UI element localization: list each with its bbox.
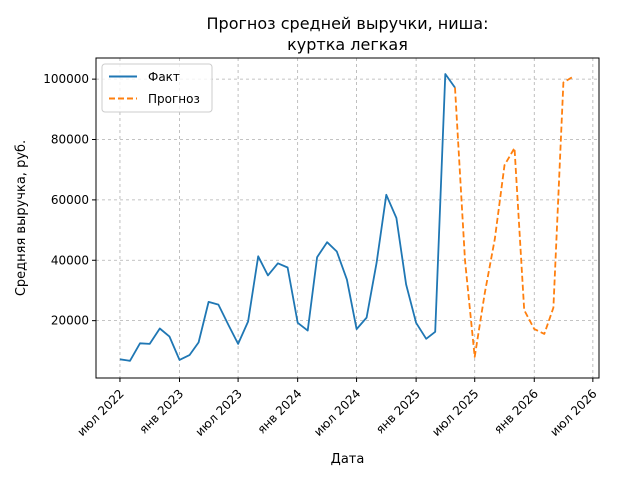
y-tick-label: 80000 [51, 133, 89, 147]
plot-frame [95, 57, 600, 379]
y-tick-label: 20000 [51, 314, 89, 328]
y-tick-label: 40000 [51, 253, 89, 267]
y-axis-label: Средняя выручка, руб. [14, 140, 29, 296]
chart-title-line-1: Прогноз средней выручки, ниша: [207, 14, 489, 33]
y-tick-label: 100000 [43, 72, 89, 86]
x-axis-label: Дата [331, 452, 365, 467]
series-layer [119, 73, 574, 362]
legend-label-forecast: Прогноз [148, 92, 200, 106]
series-line-fact [119, 73, 456, 362]
legend: Факт Прогноз [101, 63, 213, 113]
series-line-forecast [454, 75, 574, 358]
legend-label-fact: Факт [148, 70, 180, 84]
y-axis-ticks: 20000 40000 60000 80000 100000 [43, 72, 96, 328]
y-tick-label: 60000 [51, 193, 89, 207]
chart-title-line-2: куртка легкая [287, 35, 408, 54]
